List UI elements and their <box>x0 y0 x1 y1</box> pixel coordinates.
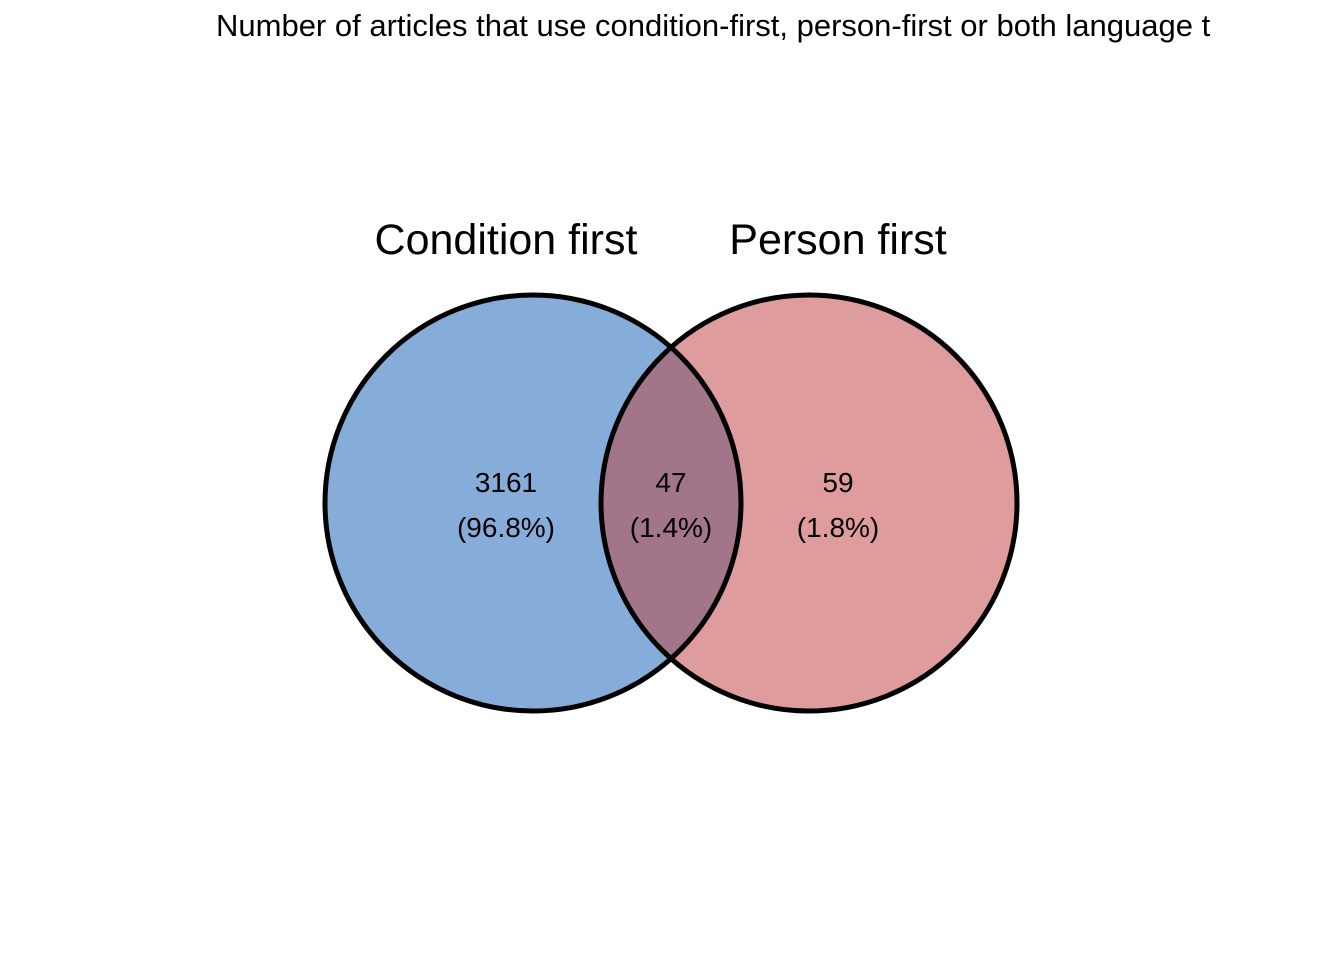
person-first-outline <box>598 292 1020 714</box>
person-first-label: Person first <box>729 216 947 264</box>
condition-first-outline <box>322 292 744 714</box>
person-only-percent: (1.8%) <box>797 512 879 543</box>
person-only-count: 59 <box>822 467 853 498</box>
condition-first-label: Condition first <box>375 216 638 264</box>
chart-title: Number of articles that use condition-fi… <box>216 8 1211 43</box>
condition-only-percent: (96.8%) <box>457 512 555 543</box>
condition-only-count: 3161 <box>475 467 537 498</box>
both-count: 47 <box>655 467 686 498</box>
both-percent: (1.4%) <box>630 512 712 543</box>
overlap-region <box>601 295 741 711</box>
